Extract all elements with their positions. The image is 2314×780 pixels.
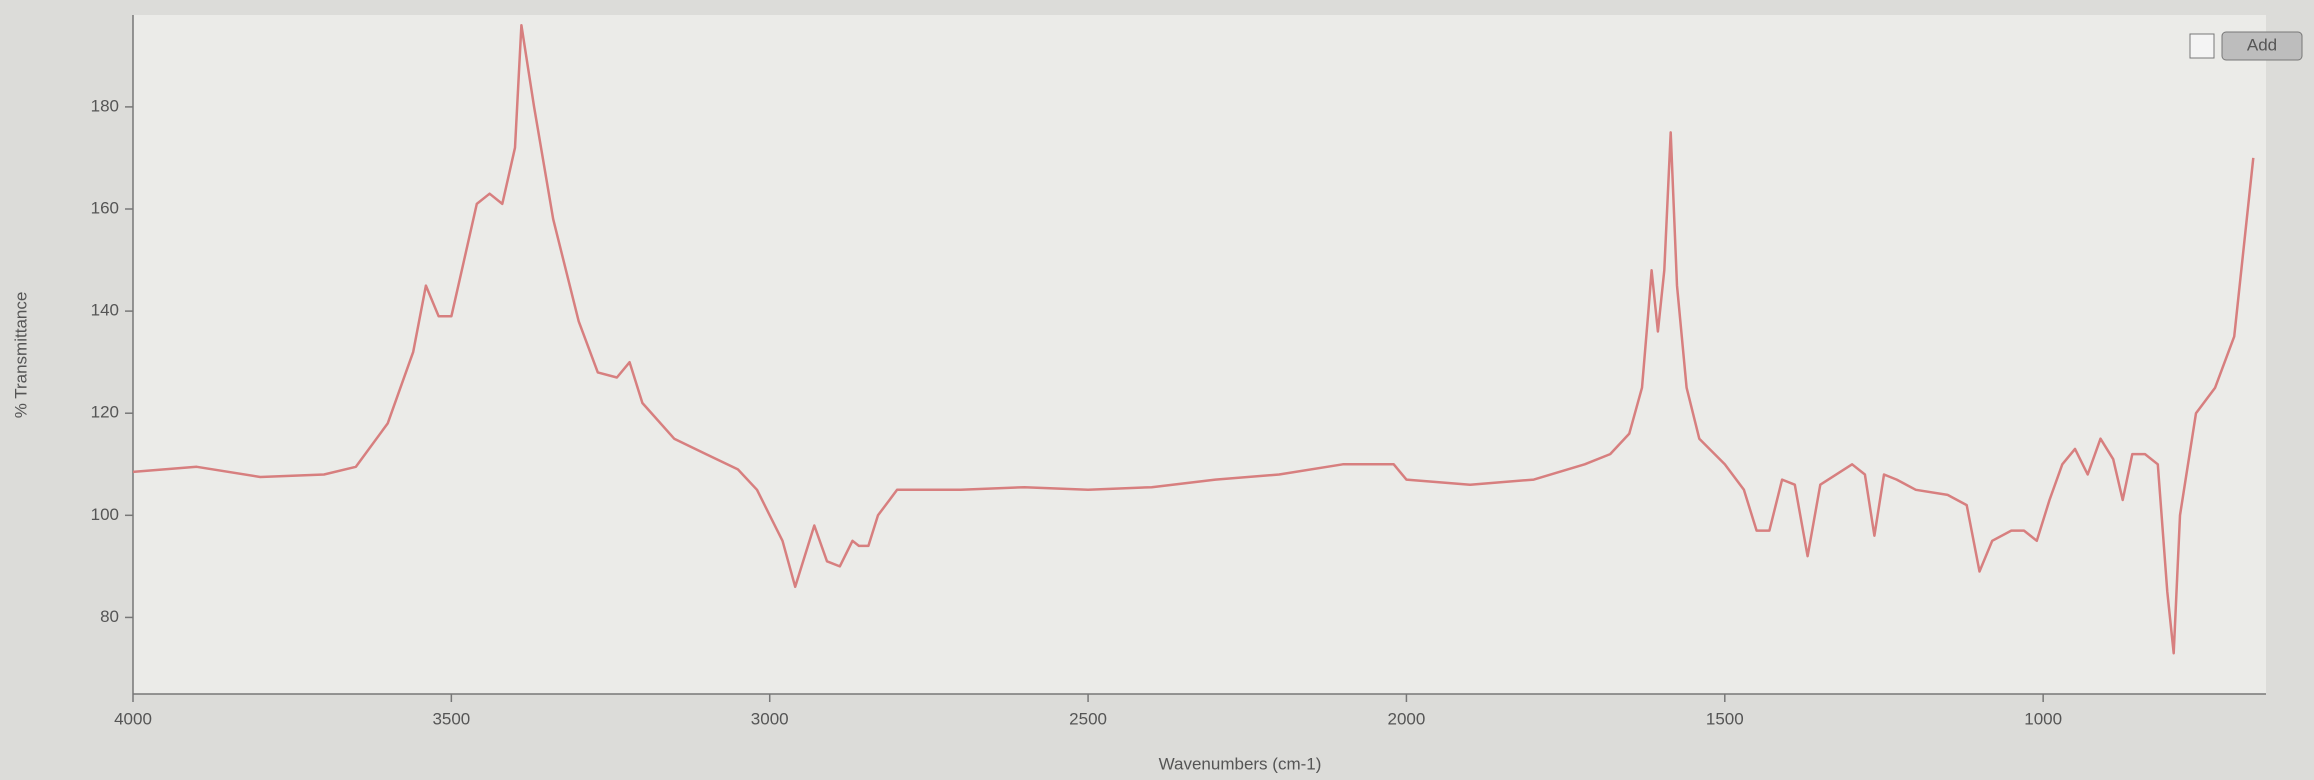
dropdown[interactable] bbox=[2189, 33, 2215, 59]
y-tick-label: 120 bbox=[91, 403, 119, 422]
plot-area bbox=[133, 15, 2266, 694]
x-tick-label: 1000 bbox=[2024, 709, 2062, 728]
y-tick-label: 140 bbox=[91, 301, 119, 320]
x-tick-label: 3500 bbox=[432, 709, 470, 728]
x-tick-label: 4000 bbox=[114, 709, 152, 728]
add-button-label[interactable]: Add bbox=[2247, 35, 2277, 54]
x-tick-label: 2500 bbox=[1069, 709, 1107, 728]
x-axis-label: Wavenumbers (cm-1) bbox=[1159, 754, 1322, 773]
y-tick-label: 160 bbox=[91, 198, 119, 217]
x-tick-label: 1500 bbox=[1706, 709, 1744, 728]
y-tick-label: 80 bbox=[100, 607, 119, 626]
spectrum-line bbox=[132, 23, 2255, 655]
x-tick-label: 2000 bbox=[1388, 709, 1426, 728]
y-tick-label: 180 bbox=[91, 96, 119, 115]
add-button[interactable] bbox=[2221, 31, 2303, 61]
y-axis-label: % Transmittance bbox=[11, 292, 30, 419]
y-tick-label: 100 bbox=[91, 505, 119, 524]
x-tick-label: 3000 bbox=[751, 709, 789, 728]
